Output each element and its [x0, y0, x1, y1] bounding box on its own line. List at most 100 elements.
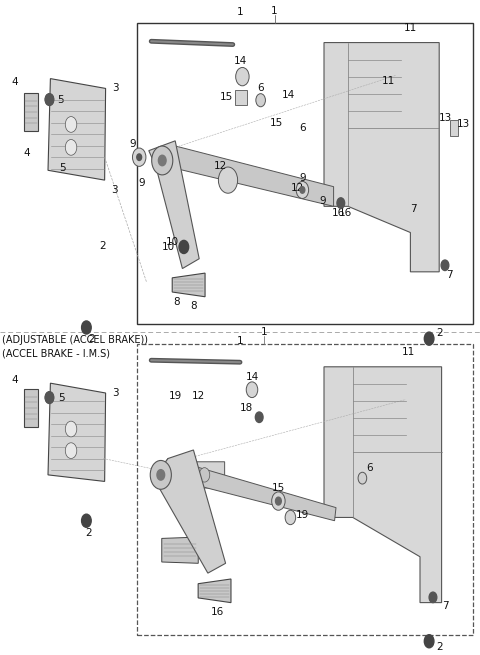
Circle shape — [337, 198, 345, 208]
Text: 11: 11 — [404, 23, 417, 33]
Circle shape — [296, 181, 309, 198]
Circle shape — [158, 155, 166, 166]
Text: 1: 1 — [261, 327, 268, 337]
Text: 4: 4 — [23, 148, 30, 159]
Polygon shape — [172, 273, 205, 297]
Text: (ADJUSTABLE (ACCEL BRAKE))
(ACCEL BRAKE - I.M.S): (ADJUSTABLE (ACCEL BRAKE)) (ACCEL BRAKE … — [2, 335, 148, 359]
Text: 13: 13 — [438, 113, 452, 123]
Text: 13: 13 — [456, 119, 470, 129]
Polygon shape — [162, 537, 198, 563]
Text: 19: 19 — [296, 510, 309, 521]
Circle shape — [157, 470, 165, 480]
Polygon shape — [197, 462, 225, 488]
Text: 2: 2 — [99, 241, 106, 252]
Text: 1: 1 — [271, 6, 278, 16]
Circle shape — [218, 167, 238, 193]
Text: 12: 12 — [214, 160, 228, 171]
Text: 9: 9 — [138, 178, 145, 189]
Text: 9: 9 — [299, 173, 306, 183]
Circle shape — [82, 514, 91, 527]
Circle shape — [272, 492, 285, 510]
Polygon shape — [156, 458, 336, 521]
Text: 3: 3 — [112, 388, 119, 398]
Circle shape — [45, 94, 54, 105]
Text: 2: 2 — [85, 527, 92, 538]
Text: 8: 8 — [190, 301, 197, 311]
Text: 7: 7 — [446, 270, 453, 280]
Text: 6: 6 — [366, 463, 373, 474]
Circle shape — [152, 146, 173, 175]
Text: 9: 9 — [130, 139, 136, 149]
Circle shape — [256, 94, 265, 107]
Text: 3: 3 — [112, 83, 119, 94]
Circle shape — [429, 592, 437, 603]
Text: 14: 14 — [233, 56, 247, 66]
Circle shape — [276, 497, 281, 505]
Text: 19: 19 — [168, 391, 182, 402]
Bar — [450, 120, 458, 136]
Text: 16: 16 — [210, 607, 224, 617]
Circle shape — [285, 510, 296, 525]
Circle shape — [236, 67, 249, 86]
Text: 2: 2 — [436, 642, 443, 652]
Text: 12: 12 — [291, 183, 304, 193]
Circle shape — [132, 148, 146, 166]
Bar — [235, 90, 247, 105]
Text: 15: 15 — [220, 92, 233, 102]
Text: 11: 11 — [401, 347, 415, 358]
Text: 7: 7 — [442, 601, 449, 611]
Polygon shape — [156, 144, 334, 206]
Text: 10: 10 — [166, 237, 180, 248]
Text: 1: 1 — [237, 7, 243, 17]
Circle shape — [246, 382, 258, 398]
Text: 14: 14 — [281, 90, 295, 100]
Polygon shape — [24, 93, 38, 131]
Circle shape — [65, 443, 77, 458]
Text: 15: 15 — [270, 118, 283, 128]
Circle shape — [150, 460, 171, 489]
Bar — [137, 23, 473, 324]
Text: 2: 2 — [88, 333, 95, 344]
Circle shape — [199, 468, 210, 482]
Text: 12: 12 — [192, 391, 205, 402]
Circle shape — [424, 332, 434, 345]
Text: 16: 16 — [332, 208, 345, 218]
Circle shape — [179, 240, 189, 253]
Polygon shape — [324, 43, 439, 272]
Circle shape — [358, 472, 367, 484]
Polygon shape — [154, 450, 226, 573]
Circle shape — [255, 412, 263, 422]
Text: 7: 7 — [410, 204, 417, 214]
Text: 6: 6 — [299, 122, 306, 133]
Text: 5: 5 — [58, 392, 65, 403]
Polygon shape — [24, 389, 38, 427]
Circle shape — [45, 392, 54, 403]
Text: 4: 4 — [11, 375, 18, 385]
Text: 4: 4 — [11, 77, 18, 87]
Text: 14: 14 — [245, 371, 259, 382]
Polygon shape — [149, 141, 199, 269]
Text: 2: 2 — [436, 328, 443, 339]
Circle shape — [424, 635, 434, 648]
Text: 15: 15 — [272, 483, 285, 493]
Text: 9: 9 — [320, 196, 326, 206]
Circle shape — [65, 421, 77, 437]
Circle shape — [137, 154, 142, 160]
Circle shape — [65, 117, 77, 132]
Polygon shape — [198, 579, 231, 603]
Circle shape — [300, 187, 305, 193]
Text: 8: 8 — [173, 297, 180, 307]
Text: 10: 10 — [161, 242, 175, 252]
Circle shape — [441, 260, 449, 271]
Polygon shape — [48, 383, 106, 481]
Polygon shape — [324, 367, 442, 603]
Polygon shape — [48, 79, 106, 180]
Text: 1: 1 — [237, 335, 243, 346]
Text: 11: 11 — [382, 75, 396, 86]
Text: 16: 16 — [339, 208, 352, 218]
Text: 3: 3 — [111, 185, 118, 195]
Text: 6: 6 — [257, 83, 264, 94]
Circle shape — [82, 321, 91, 334]
Text: 5: 5 — [59, 163, 66, 174]
Text: 18: 18 — [240, 403, 253, 413]
